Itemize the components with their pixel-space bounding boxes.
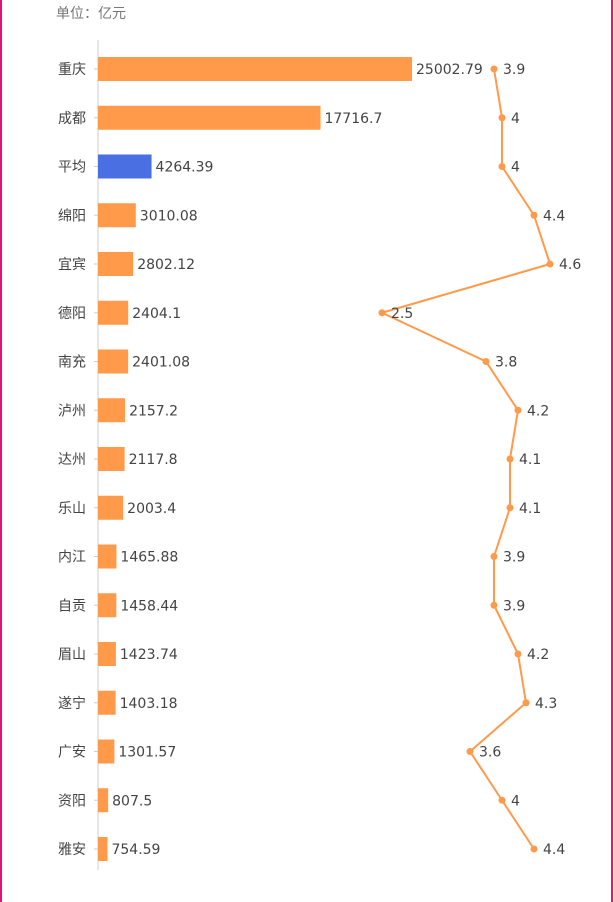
bar — [98, 739, 115, 764]
line-point — [506, 504, 514, 512]
right-edge-stripe — [611, 0, 613, 902]
category-label: 资阳 — [58, 793, 86, 809]
line-value-label: 4.2 — [527, 403, 549, 419]
bar-value-label: 2802.12 — [137, 257, 195, 273]
line-point — [530, 845, 538, 853]
bar-value-label: 25002.79 — [416, 62, 483, 78]
category-label: 德阳 — [58, 306, 86, 322]
line-value-label: 4 — [511, 793, 520, 809]
line-value-label: 3.8 — [495, 355, 517, 371]
line-value-label: 4.2 — [527, 647, 549, 663]
line-value-label: 3.9 — [503, 598, 525, 614]
line-value-label: 4 — [511, 111, 520, 127]
line-value-label: 3.6 — [479, 745, 501, 761]
bar — [98, 57, 412, 81]
left-edge-stripe — [0, 0, 2, 902]
category-label: 宜宾 — [58, 257, 86, 273]
line-value-label: 4.4 — [543, 842, 565, 858]
bar — [98, 642, 116, 666]
category-label: 雅安 — [58, 842, 86, 858]
line-point — [546, 260, 554, 268]
bar-value-label: 4264.39 — [156, 160, 214, 176]
line-value-label: 4 — [511, 160, 520, 176]
bar-value-label: 2404.1 — [132, 306, 181, 322]
bar — [98, 690, 116, 715]
bar — [98, 154, 152, 179]
category-label: 绵阳 — [58, 207, 86, 224]
bar — [98, 203, 136, 228]
bar — [98, 398, 126, 423]
line-point — [514, 406, 522, 414]
bar-value-label: 2003.4 — [127, 501, 176, 517]
line-point — [530, 211, 538, 219]
category-label: 自贡 — [58, 598, 86, 614]
bar — [98, 788, 109, 813]
line-point — [378, 309, 386, 317]
bar-value-label: 1423.74 — [120, 647, 178, 663]
bar-value-label: 1458.44 — [120, 598, 178, 614]
bar-value-label: 1465.88 — [120, 550, 178, 566]
line-point — [514, 650, 522, 658]
line-point — [522, 699, 530, 707]
category-label: 南充 — [58, 355, 86, 371]
bar-value-label: 754.59 — [111, 842, 160, 858]
line-point — [490, 601, 498, 609]
bar — [98, 544, 117, 569]
bar-value-label: 2157.2 — [129, 403, 178, 419]
line-point — [490, 553, 498, 560]
line-point — [498, 114, 506, 122]
bar-value-label: 2401.08 — [132, 355, 190, 371]
line-point — [482, 358, 490, 365]
category-label: 成都 — [58, 111, 86, 127]
bar — [98, 495, 124, 520]
category-label: 达州 — [58, 452, 86, 468]
category-label: 遂宁 — [58, 695, 86, 712]
line-point — [490, 65, 498, 73]
bar-value-label: 807.5 — [112, 793, 152, 809]
line-value-label: 4.1 — [519, 452, 541, 468]
line-value-label: 4.6 — [559, 257, 581, 273]
bar — [98, 252, 134, 276]
line-value-label: 2.5 — [391, 306, 413, 322]
category-label: 乐山 — [58, 501, 86, 517]
bar-value-label: 17716.7 — [324, 111, 382, 127]
bar — [98, 300, 129, 325]
category-label: 眉山 — [58, 647, 86, 663]
line-point — [506, 455, 514, 463]
category-label: 泸州 — [58, 403, 86, 419]
category-label: 重庆 — [58, 62, 86, 78]
bar-value-label: 3010.08 — [140, 208, 198, 224]
line-value-label: 3.9 — [503, 62, 525, 78]
bar — [98, 593, 117, 618]
line-point — [466, 748, 474, 755]
category-label: 平均 — [58, 160, 86, 176]
bar — [98, 447, 125, 471]
bar-value-label: 2117.8 — [129, 452, 178, 468]
bar — [98, 349, 129, 374]
line-value-label: 4.3 — [535, 696, 557, 712]
line-value-label: 4.1 — [519, 501, 541, 517]
unit-label: 单位：亿元 — [56, 6, 126, 22]
bar — [98, 837, 108, 861]
category-label: 广安 — [58, 745, 86, 761]
line-point — [498, 163, 506, 170]
line-point — [498, 796, 506, 804]
bar — [98, 105, 321, 130]
bar-value-label: 1403.18 — [120, 696, 178, 712]
line-value-label: 4.4 — [543, 208, 565, 224]
line-value-label: 3.9 — [503, 550, 525, 566]
category-label: 内江 — [58, 550, 86, 566]
bar-value-label: 1301.57 — [118, 745, 176, 761]
